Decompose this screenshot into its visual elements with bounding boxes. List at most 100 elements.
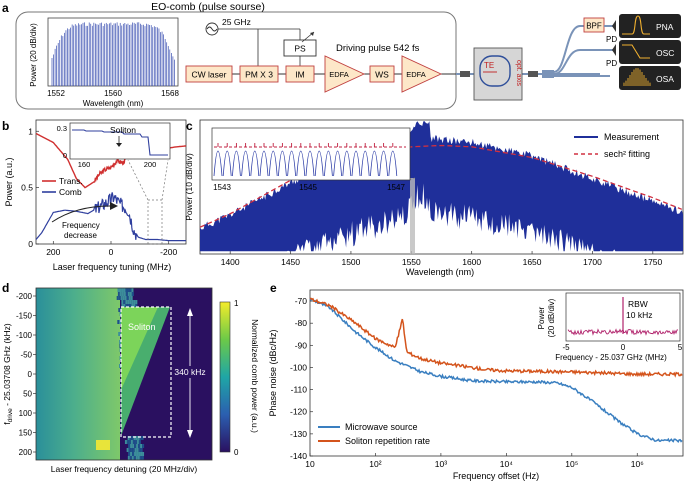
transition-cell [126,296,129,300]
inset-xtick-5: 5 [678,343,683,352]
transition-cell [129,288,132,292]
transition-cell [128,444,131,448]
transition-cell [131,300,134,304]
y-tick-label: -100 [16,331,33,340]
zoom-region-marker [410,178,415,254]
transition-cell [125,288,128,292]
transition-cell [138,444,141,448]
transition-cell [131,304,134,308]
x-tick-label: 10⁴ [500,459,513,469]
transition-cell [135,304,138,308]
inset-comb-line [222,150,232,177]
transition-cell [136,440,139,444]
y-tick-label: -140 [290,451,307,461]
inset-comb-line [342,150,352,177]
transition-cell [128,440,131,444]
soliton-step-highlight [127,159,169,245]
legend-soliton-label: Soliton repetition rate [345,436,430,446]
comb-spectrum-lines [51,22,175,86]
heatmap-cells [36,288,170,460]
transition-cell [123,300,126,304]
panel-a: a EO-comb (pulse sourse) Power (20 dB/di… [2,1,681,110]
osc-instrument [619,40,681,64]
panel-b-xlabel: Laser frequency tuning (MHz) [53,262,172,272]
rbw-label-2: 10 kHz [626,310,652,320]
transition-cell [129,304,132,308]
ws-block [369,65,395,83]
transition-cell [132,444,135,448]
transition-cell [132,452,135,456]
edfa-2-block [401,55,443,93]
x-tick-label: 10 [305,459,315,469]
rf-freq-label: 25 GHz [222,17,251,27]
soliton-region-box [120,306,172,438]
panel-c-ticks: 1400 1450 1500 1550 1600 1650 1700 1750 [221,251,663,267]
eo-comb-box [15,11,457,110]
inset-comb-line [296,150,306,177]
x-tick-label: 10³ [435,459,447,469]
pna-label: PNA [656,22,674,32]
transition-cell [140,448,143,452]
microwave-source-series [309,298,683,443]
y-tick-label: -80 [295,318,308,328]
transition-cell [124,440,127,444]
legend-microwave-label: Microwave source [345,422,418,432]
inset-comb-line [305,150,315,177]
y-tick-label: 1 [28,126,33,136]
inset-ylabel-2: (20 dB/div) [547,298,556,337]
osa-spectrum-icon [623,68,651,86]
transition-cell [135,436,138,440]
inset-comb-line [351,150,361,177]
edfa-1-label: EDFA [329,70,349,79]
opt-axis-label: opt. axis [515,60,522,87]
panel-d-xlabel: Laser frequency detuning (20 MHz/div) [51,464,198,474]
colorbar-tick-1: 1 [234,299,239,308]
transition-cell [119,320,122,324]
transition-cell [138,448,141,452]
transition-cell [138,452,141,456]
inset-ytick-03: 0.3 [57,124,67,133]
y-tick-label: 150 [19,429,33,438]
inset-comb-line [268,150,278,177]
inset-soliton-trace [72,129,168,156]
y-tick-label: 200 [19,448,33,457]
y-tick-label: -100 [290,362,307,372]
panel-c-label: c [186,119,193,133]
inset-comb-line [324,150,333,177]
pm-block [239,65,279,83]
x-tick-label: 1500 [341,257,360,267]
transition-cell [123,304,126,308]
panel-c-inset [211,127,411,181]
transition-cell [125,300,128,304]
panel-e-axes [309,289,684,457]
panel-d-ticks: -200 -150 -100 -50 0 50 100 150 200 [16,292,36,457]
panel-b-label: b [2,119,9,133]
inset-ylabel: Power (20 dB/div) [29,23,38,87]
inset-ytick-0: 0 [63,151,67,160]
x-tick-label: 200 [46,247,60,257]
transition-cell [139,436,142,440]
inset-xtick-neg5: -5 [562,343,570,352]
transition-cell [134,452,137,456]
panel-b-ticks: 200 0 -200 0 0.5 1 [21,126,177,257]
inset-comb-line [287,150,296,177]
y-tick-label: -110 [291,385,308,395]
transition-cell [134,448,137,452]
c-inset-xtick-1545: 1545 [299,183,317,192]
inset-ylabel-1: Power [537,306,546,329]
panel-c-axes [199,119,684,255]
cw-laser-label: CW laser [192,70,227,80]
inset-comb-line [232,150,241,177]
transition-cell [142,444,145,448]
panel-e-label: e [270,281,277,295]
transition-cell [135,456,138,460]
ps-label: PS [294,44,306,54]
panel-d-ylabel: fdrive - 25.03708 GHz (kHz) [2,323,14,425]
sech2-fit-series [199,144,683,228]
transition-cell [128,296,131,300]
span-label: 340 kHz [174,367,205,377]
transition-cell [127,292,130,296]
inset-xlabel: Frequency - 25.037 GHz (MHz) [555,353,667,362]
driving-pulse-label: Driving pulse 542 fs [336,43,420,54]
